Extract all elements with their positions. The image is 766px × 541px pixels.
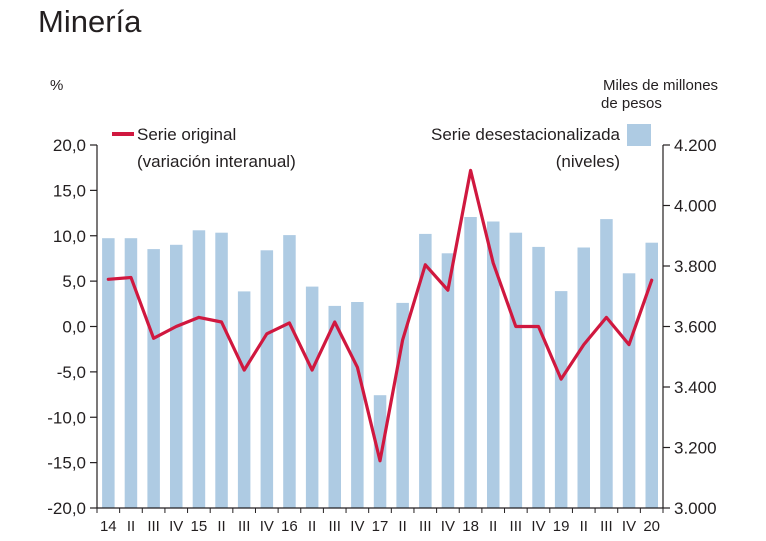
bar	[192, 230, 206, 509]
x-tick-label: IV	[350, 518, 364, 535]
x-tick-label: 15	[191, 518, 208, 535]
legend-bar-swatch	[627, 124, 651, 146]
left-tick-label: 10,0	[53, 227, 86, 246]
x-tick-label: II	[580, 518, 588, 535]
x-tick-label: III	[419, 518, 432, 535]
right-tick-label: 3.400	[674, 378, 717, 397]
bar	[124, 238, 138, 508]
legend-line-label1: Serie original	[137, 125, 236, 144]
left-axis-unit: %	[50, 77, 63, 94]
bar	[373, 395, 387, 508]
chart-title: Minería	[38, 4, 142, 39]
right-axis-unit-line2: de pesos	[601, 95, 662, 112]
bar	[577, 247, 590, 508]
right-tick-label: 3.800	[674, 257, 717, 276]
x-tick-label: III	[510, 518, 523, 535]
bar	[622, 273, 636, 508]
legend-bar-label2: (niveles)	[556, 152, 620, 171]
bar	[283, 235, 296, 508]
left-tick-label: -5,0	[57, 363, 86, 382]
bar	[260, 250, 274, 509]
bar	[509, 232, 523, 508]
bar	[419, 233, 432, 508]
x-axis-ticks: 14 II III IV 15 II III IV 16 II III IV 17 II III IV 18 II…	[96, 508, 664, 535]
legend: Serie original (variación interanual) Se…	[112, 124, 651, 171]
right-tick-label: 3.000	[674, 499, 717, 518]
x-tick-label: IV	[260, 518, 274, 535]
bar	[170, 244, 183, 509]
bar	[215, 232, 228, 508]
left-tick-label: 0,0	[62, 318, 86, 337]
left-tick-label: -15,0	[47, 454, 86, 473]
x-tick-label: 20	[643, 518, 660, 535]
right-tick-label: 4.000	[674, 197, 717, 216]
x-tick-label: IV	[169, 518, 183, 535]
bar	[600, 219, 613, 508]
bar	[487, 221, 500, 508]
bar	[645, 242, 658, 508]
x-tick-label: II	[308, 518, 316, 535]
x-tick-label: 18	[462, 518, 479, 535]
right-axis-ticks: 4.200 4.000 3.800 3.600 3.400 3.200 3.000	[663, 136, 717, 518]
bar	[305, 286, 319, 508]
x-tick-label: III	[147, 518, 160, 535]
x-tick-label: 14	[100, 518, 117, 535]
right-tick-label: 4.200	[674, 136, 717, 155]
bar	[464, 217, 477, 508]
x-tick-label: 16	[281, 518, 298, 535]
legend-line-label2: (variación interanual)	[137, 152, 296, 171]
left-tick-label: 15,0	[53, 181, 86, 200]
bar	[554, 291, 568, 508]
bar-series	[102, 217, 658, 509]
right-axis-unit-line1: Miles de millones	[603, 77, 718, 94]
x-tick-label: 19	[553, 518, 570, 535]
left-tick-label: 5,0	[62, 272, 86, 291]
bar	[396, 302, 409, 508]
x-tick-label: III	[238, 518, 251, 535]
x-tick-label: II	[127, 518, 135, 535]
x-tick-label: III	[600, 518, 613, 535]
bar	[147, 249, 160, 508]
right-tick-label: 3.200	[674, 439, 717, 458]
left-tick-label: -20,0	[47, 499, 86, 518]
bar	[351, 302, 364, 508]
bar	[237, 291, 251, 508]
x-tick-label: III	[328, 518, 341, 535]
x-tick-label: IV	[531, 518, 545, 535]
left-axis-ticks: 20,0 15,0 10,0 5,0 0,0 -5,0 -10,0 -15,0 -20,0	[47, 136, 97, 518]
bar	[532, 246, 545, 508]
x-tick-label: II	[398, 518, 406, 535]
x-tick-label: 17	[372, 518, 389, 535]
left-tick-label: -10,0	[47, 408, 86, 427]
bar	[441, 253, 455, 508]
left-tick-label: 20,0	[53, 136, 86, 155]
bar	[328, 305, 341, 508]
x-tick-label: IV	[622, 518, 636, 535]
x-tick-label: II	[489, 518, 497, 535]
bar	[102, 238, 115, 508]
legend-bar-label1: Serie desestacionalizada	[431, 125, 621, 144]
x-tick-label: IV	[441, 518, 455, 535]
right-tick-label: 3.600	[674, 318, 717, 337]
x-tick-label: II	[217, 518, 225, 535]
line-series	[106, 168, 654, 463]
